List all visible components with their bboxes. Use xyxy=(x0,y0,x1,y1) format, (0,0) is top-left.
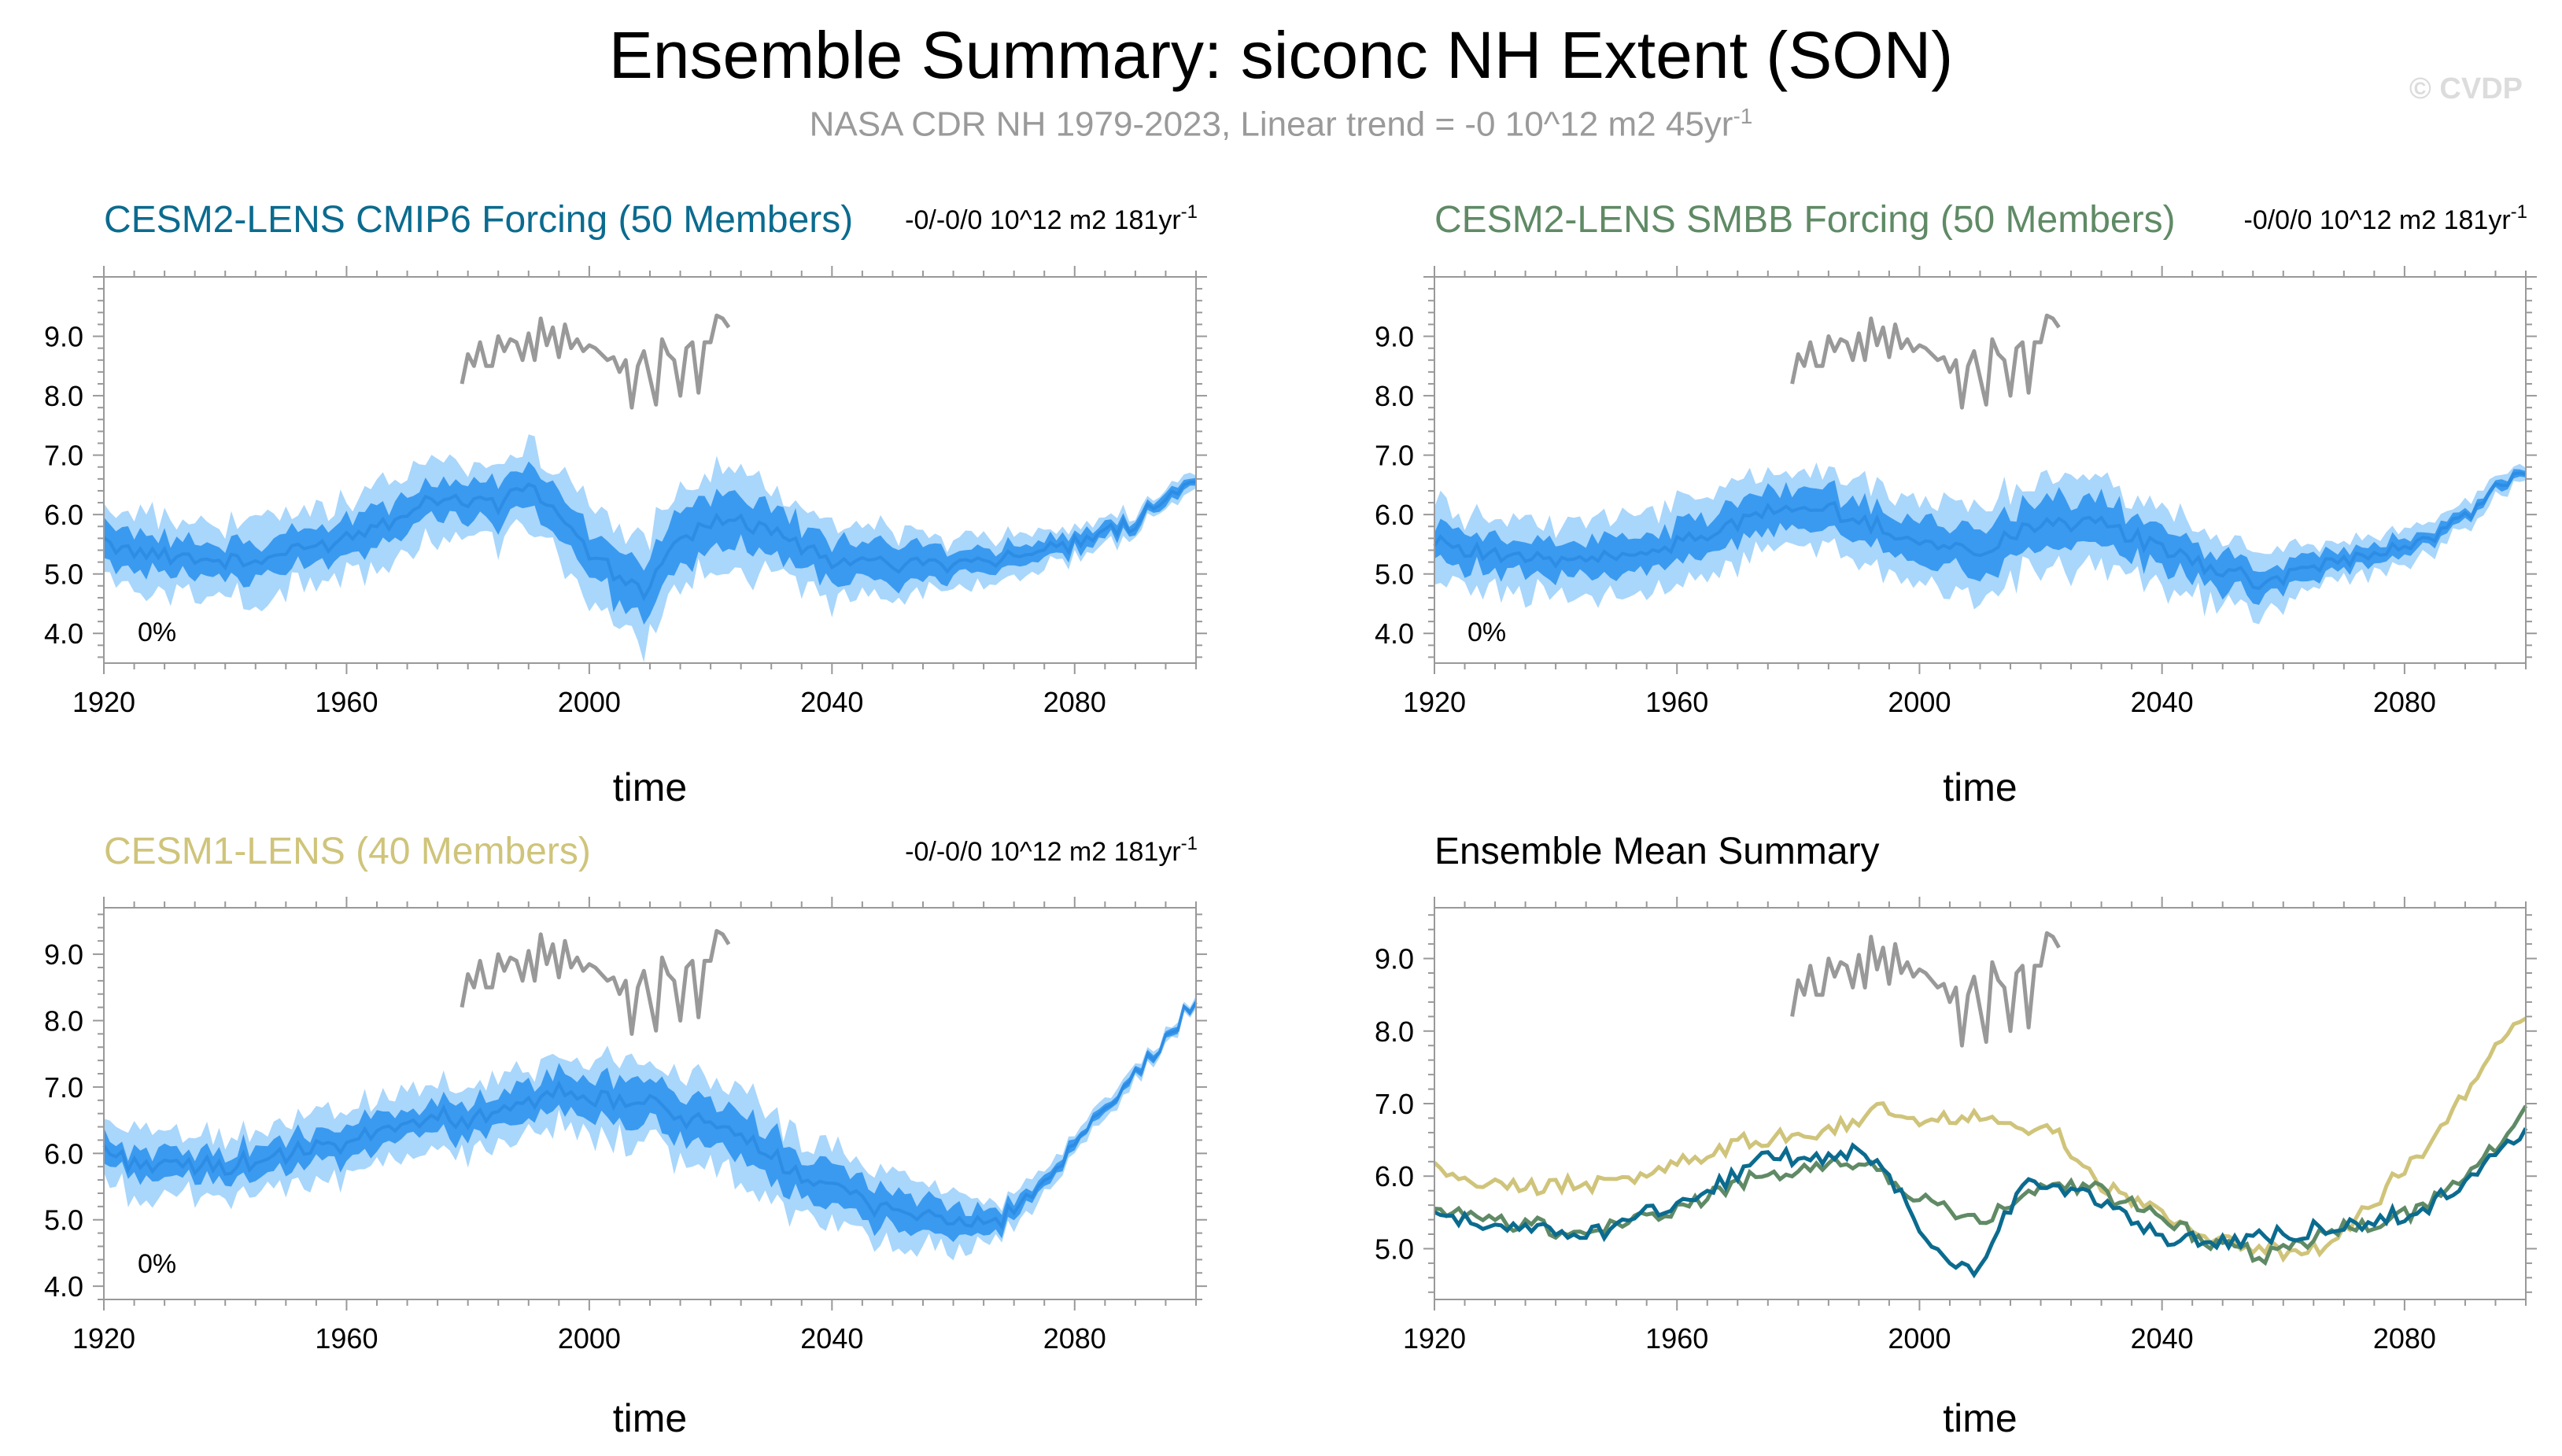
y-tick-label: 6.0 xyxy=(1375,1160,1414,1192)
trend-label: -0/0/0 10^12 m2 181yr-1 xyxy=(2244,201,2528,235)
spread-band-outer xyxy=(104,434,1196,663)
x-tick-label: 2080 xyxy=(1043,1322,1106,1355)
spread-band-inner xyxy=(1434,469,2526,605)
main-title: Ensemble Summary: siconc NH Extent (SON) xyxy=(608,18,1954,92)
subtitle-exponent: -1 xyxy=(1733,104,1753,128)
y-tick-label: 9.0 xyxy=(44,938,83,971)
trend-exponent: -1 xyxy=(1181,201,1198,223)
y-tick-label: 9.0 xyxy=(44,321,83,353)
panel-cesm2-cmip6: CESM2-LENS CMIP6 Forcing (50 Members) -0/… xyxy=(44,199,1207,809)
obs-line xyxy=(1790,931,2061,1048)
y-tick-label: 8.0 xyxy=(44,380,83,412)
trend-exponent: -1 xyxy=(1181,833,1198,854)
obs-line xyxy=(460,313,731,410)
y-tick-label: 6.0 xyxy=(1375,499,1414,531)
y-tick-label: 8.0 xyxy=(1375,380,1414,412)
x-axis-title: time xyxy=(613,1396,687,1440)
x-tick-label: 1920 xyxy=(1403,686,1466,718)
main-subtitle: NASA CDR NH 1979-2023, Linear trend = -0… xyxy=(0,104,2562,145)
trend-label: -0/-0/0 10^12 m2 181yr-1 xyxy=(905,201,1198,235)
panel-cesm1: CESM1-LENS (40 Members) -0/-0/0 10^12 m2 … xyxy=(44,831,1207,1440)
y-tick-label: 7.0 xyxy=(1375,440,1414,472)
trend-label: -0/-0/0 10^12 m2 181yr-1 xyxy=(905,833,1198,867)
y-tick-label: 8.0 xyxy=(1375,1016,1414,1048)
panel-cesm2-smbb: CESM2-LENS SMBB Forcing (50 Members) -0/0… xyxy=(1375,199,2537,809)
y-tick-label: 5.0 xyxy=(1375,558,1414,591)
y-tick-label: 9.0 xyxy=(1375,321,1414,353)
x-tick-label: 2000 xyxy=(1888,1322,1951,1355)
panel-title: CESM1-LENS (40 Members) xyxy=(104,831,591,872)
percent-label: 0% xyxy=(1467,617,1506,647)
panel-title: Ensemble Mean Summary xyxy=(1434,831,1880,872)
ensemble-mean-line xyxy=(102,480,1197,602)
y-tick-label: 5.0 xyxy=(44,558,83,591)
x-tick-label: 2040 xyxy=(800,686,863,718)
y-tick-label: 7.0 xyxy=(44,1071,83,1104)
x-axis-title: time xyxy=(1943,1396,2017,1440)
x-tick-label: 1960 xyxy=(1645,686,1708,718)
x-axis-title: time xyxy=(1943,765,2017,809)
ensemble-mean-line xyxy=(102,1001,1198,1230)
spread-band-outer xyxy=(104,996,1196,1261)
y-tick-label: 9.0 xyxy=(1375,943,1414,975)
y-tick-label: 4.0 xyxy=(44,617,83,650)
subtitle-text: NASA CDR NH 1979-2023, Linear trend = -0… xyxy=(809,105,1733,144)
copyright-watermark: © CVDP xyxy=(2409,72,2523,105)
x-tick-label: 1920 xyxy=(1403,1322,1466,1355)
y-tick-label: 7.0 xyxy=(44,440,83,472)
x-tick-label: 1960 xyxy=(1645,1322,1708,1355)
series-line-cesm2_cmip6 xyxy=(1433,1127,2528,1279)
obs-line xyxy=(460,929,731,1036)
x-tick-label: 1920 xyxy=(72,686,135,718)
y-tick-label: 6.0 xyxy=(44,1137,83,1170)
x-tick-label: 2000 xyxy=(558,686,621,718)
y-tick-label: 6.0 xyxy=(44,499,83,531)
x-tick-label: 2040 xyxy=(800,1322,863,1355)
percent-label: 0% xyxy=(138,1249,176,1279)
series-line-cesm2_smbb xyxy=(1434,1104,2528,1266)
x-tick-label: 2080 xyxy=(1043,686,1106,718)
panel-title: CESM2-LENS SMBB Forcing (50 Members) xyxy=(1434,199,2176,241)
panel-title: CESM2-LENS CMIP6 Forcing (50 Members) xyxy=(104,199,853,241)
ensemble-mean-line xyxy=(1433,471,2527,591)
x-tick-label: 2000 xyxy=(1888,686,1951,718)
x-tick-label: 1960 xyxy=(315,686,378,718)
x-tick-label: 2080 xyxy=(2373,686,2436,718)
y-tick-label: 5.0 xyxy=(44,1204,83,1237)
y-tick-label: 4.0 xyxy=(1375,617,1414,650)
y-tick-label: 4.0 xyxy=(44,1270,83,1303)
y-tick-label: 7.0 xyxy=(1375,1088,1414,1120)
x-tick-label: 1960 xyxy=(315,1322,378,1355)
trend-exponent: -1 xyxy=(2511,201,2527,223)
y-tick-label: 5.0 xyxy=(1375,1233,1414,1265)
percent-label: 0% xyxy=(138,617,176,647)
plot-frame xyxy=(1434,907,2527,1300)
x-tick-label: 1920 xyxy=(72,1322,135,1355)
x-tick-label: 2040 xyxy=(2131,686,2194,718)
x-tick-label: 2000 xyxy=(558,1322,621,1355)
obs-line xyxy=(1790,313,2061,410)
panel-ensemble-mean: Ensemble Mean Summary 1920 1960 2000 2040 208… xyxy=(1375,831,2537,1440)
x-tick-label: 2080 xyxy=(2373,1322,2436,1355)
x-axis-title: time xyxy=(613,765,687,809)
y-tick-label: 8.0 xyxy=(44,1004,83,1037)
x-tick-label: 2040 xyxy=(2131,1322,2194,1355)
